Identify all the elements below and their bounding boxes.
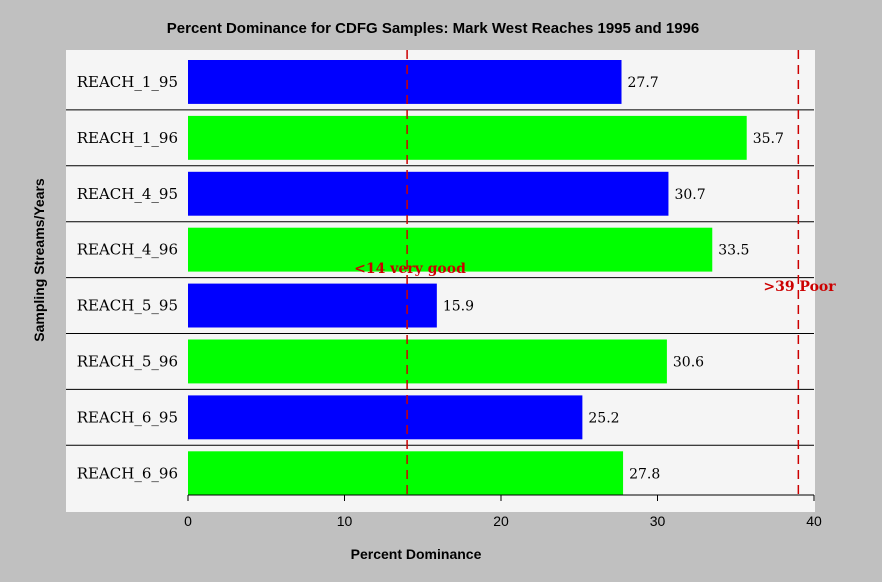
bar-reach-1-96 <box>188 115 747 160</box>
chart-title: Percent Dominance for CDFG Samples: Mark… <box>167 20 699 37</box>
value-label: 33.5 <box>718 243 749 259</box>
bars <box>188 60 747 496</box>
value-label: 35.7 <box>753 131 784 147</box>
value-label: 25.2 <box>588 410 619 426</box>
reference-label: <14 very good <box>354 261 466 277</box>
category-label: REACH_6_96 <box>77 464 178 482</box>
value-label: 15.9 <box>443 299 474 315</box>
value-label: 30.7 <box>674 187 705 203</box>
category-label: REACH_4_96 <box>77 241 178 259</box>
category-label: REACH_5_95 <box>77 297 178 315</box>
x-tick-label: 0 <box>184 513 192 529</box>
category-label: REACH_5_96 <box>77 352 178 370</box>
x-tick-label: 10 <box>337 513 353 529</box>
value-label: 27.7 <box>628 75 659 91</box>
x-axis-title: Percent Dominance <box>351 546 482 562</box>
value-labels: 27.7 35.7 30.7 33.5 15.9 30.6 25.2 27.8 <box>443 75 784 482</box>
y-axis-title: Sampling Streams/Years <box>31 178 47 342</box>
x-tick-label: 40 <box>806 513 822 529</box>
reference-label: >39 Poor <box>763 279 836 295</box>
x-tick-label: 20 <box>493 513 509 529</box>
bar-reach-4-96 <box>188 227 713 272</box>
category-label: REACH_6_95 <box>77 408 178 426</box>
bar-reach-6-95 <box>188 395 583 440</box>
bar-reach-5-95 <box>188 283 437 328</box>
x-tick-label: 30 <box>650 513 666 529</box>
reference-lines: <14 very good >39 Poor <box>354 50 836 495</box>
value-label: 27.8 <box>629 466 660 482</box>
row-separators <box>66 109 814 446</box>
category-label: REACH_1_95 <box>77 73 178 91</box>
category-labels: REACH_1_95 REACH_1_96 REACH_4_95 REACH_4_96… <box>77 73 178 482</box>
category-label: REACH_4_95 <box>77 185 178 203</box>
value-label: 30.6 <box>673 354 704 370</box>
category-label: REACH_1_96 <box>77 129 178 147</box>
bar-reach-1-95 <box>188 60 622 104</box>
bar-reach-4-95 <box>188 171 669 216</box>
bar-reach-5-96 <box>188 339 667 384</box>
bar-reach-6-96 <box>188 451 624 496</box>
x-axis: 0 10 20 30 40 <box>184 494 822 529</box>
